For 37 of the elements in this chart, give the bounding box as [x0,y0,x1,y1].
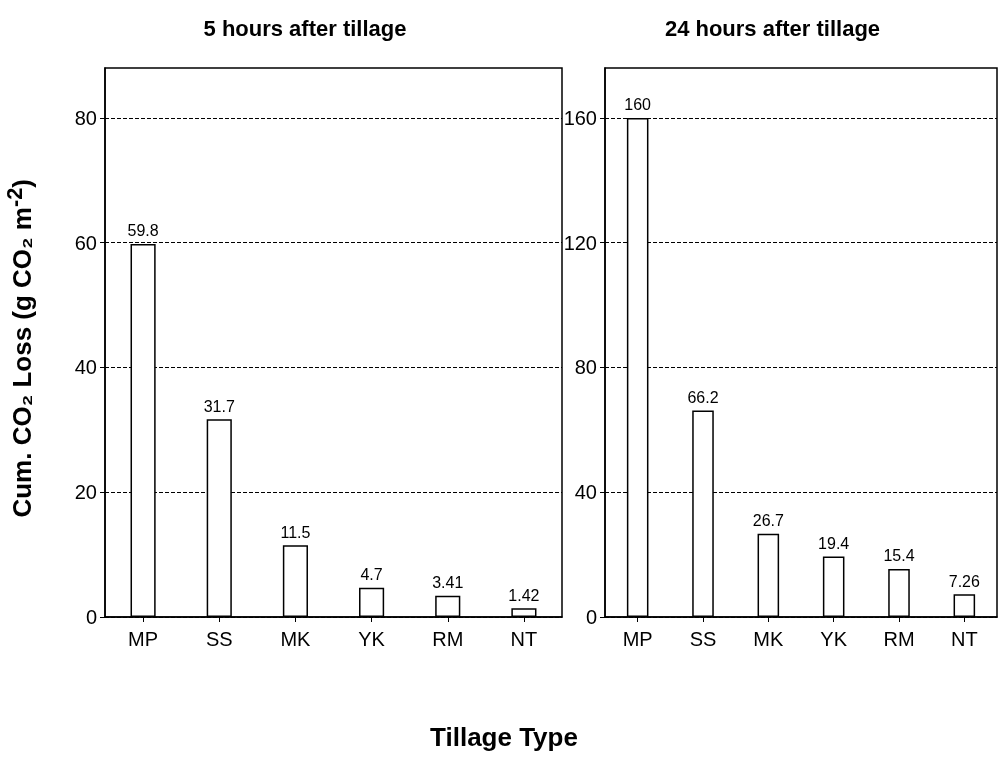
data-label: 11.5 [280,523,311,541]
chart-title: 24 hours after tillage [664,15,881,41]
data-label: 59.8 [127,222,159,240]
data-label: 19.4 [818,534,850,552]
x-tick-label: NT [510,628,538,650]
y-tick-label: 40 [74,356,97,379]
y-tick-label: 40 [574,481,597,504]
y-tick-label: 160 [563,106,597,129]
y-tick-label: 0 [585,606,597,628]
y-tick-label: 0 [85,606,97,628]
y-tick-label: 120 [563,231,597,254]
y-tick-label: 80 [574,356,597,379]
data-label: 7.26 [948,572,981,590]
x-tick-label: MK [280,628,312,650]
data-label: 4.7 [360,566,383,584]
y-tick-label: 60 [74,231,97,254]
x-tick-label: RM [432,628,464,650]
x-tick-label: SS [205,628,233,650]
data-label: 66.2 [687,389,719,406]
data-label: 15.4 [883,547,915,565]
data-label: 160 [624,96,652,114]
chart-title: 5 hours after tillage [203,15,407,41]
x-tick-label: YK [358,628,386,650]
x-tick-label: SS [689,628,717,650]
y-tick-label: 20 [74,481,97,504]
data-label: 31.7 [203,397,235,415]
x-tick-label: MP [128,628,159,650]
x-tick-label: YK [820,628,848,650]
x-tick-label: MK [753,628,784,650]
x-tick-label: NT [951,628,978,650]
data-label: 1.42 [508,586,540,604]
data-label: 3.41 [432,574,464,592]
y-tick-label: 80 [74,106,97,129]
x-tick-label: RM [883,628,915,650]
data-label: 26.7 [752,512,785,530]
x-tick-label: MP [622,628,653,650]
x-axis-title: Tillage Type [429,722,579,753]
